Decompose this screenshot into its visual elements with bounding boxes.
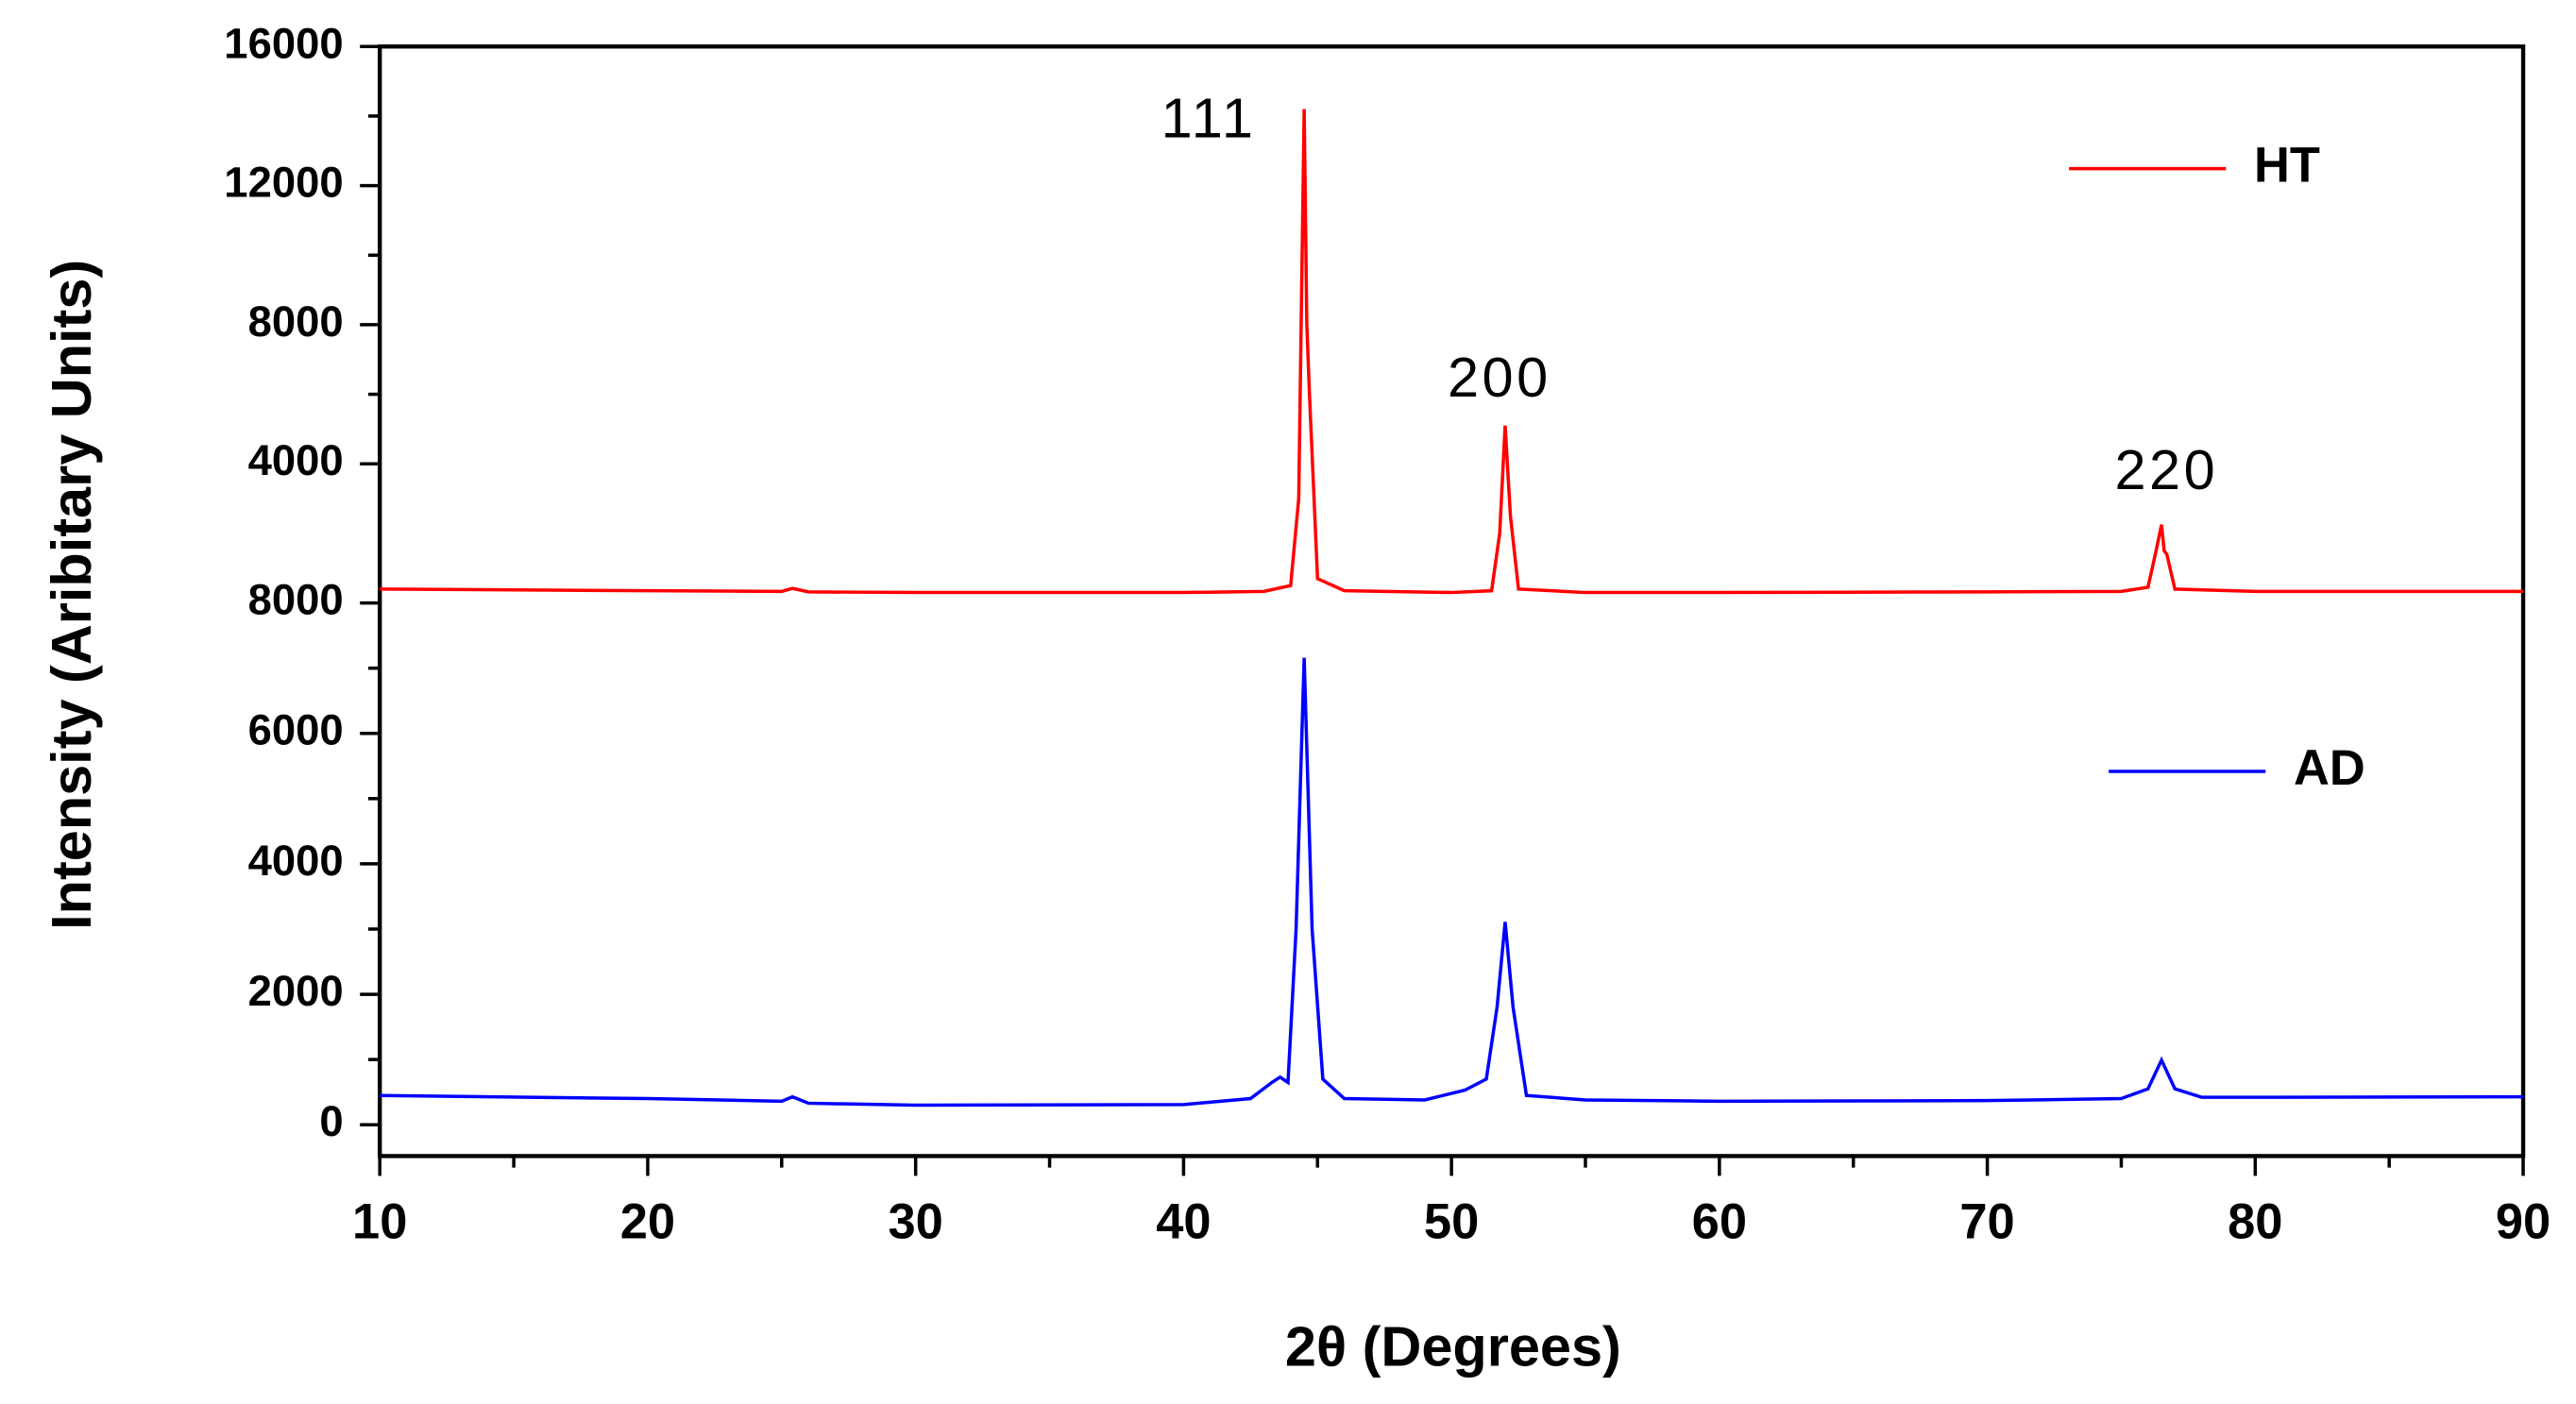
peak-annotation: 220 — [2114, 438, 2218, 501]
y-tick-label: 2000 — [248, 967, 344, 1015]
y-tick-label: 4000 — [248, 436, 344, 484]
x-tick-label: 50 — [1424, 1195, 1479, 1250]
legend-label: HT — [2254, 139, 2320, 194]
y-tick-label: 0 — [319, 1097, 343, 1145]
x-tick-label: 60 — [1692, 1195, 1747, 1250]
peak-annotation: 111 — [1161, 86, 1257, 149]
legend-label: AD — [2294, 741, 2365, 796]
y-tick-label: 8000 — [248, 297, 344, 346]
data-line — [380, 109, 2524, 595]
x-tick-label: 90 — [2496, 1195, 2551, 1250]
plot-frame — [378, 44, 2526, 1159]
x-axis-label: 2θ (Degrees) — [1285, 1314, 1621, 1378]
x-tick-label: 10 — [352, 1195, 407, 1250]
y-tick-label: 12000 — [224, 159, 343, 207]
x-tick-label: 30 — [888, 1195, 942, 1250]
x-tick-label: 80 — [2228, 1195, 2282, 1250]
data-line — [380, 657, 2524, 1108]
x-tick-label: 20 — [620, 1195, 675, 1250]
peak-annotation: 200 — [1448, 346, 1551, 409]
x-tick-label: 40 — [1156, 1195, 1211, 1250]
x-tick-label: 70 — [1959, 1195, 2014, 1250]
y-tick-label: 6000 — [248, 706, 344, 754]
y-tick-label: 8000 — [248, 576, 344, 624]
y-axis-label: Intensity (Aribitary Units) — [40, 260, 103, 930]
y-tick-label: 4000 — [248, 837, 344, 885]
y-tick-label: 16000 — [224, 19, 343, 67]
